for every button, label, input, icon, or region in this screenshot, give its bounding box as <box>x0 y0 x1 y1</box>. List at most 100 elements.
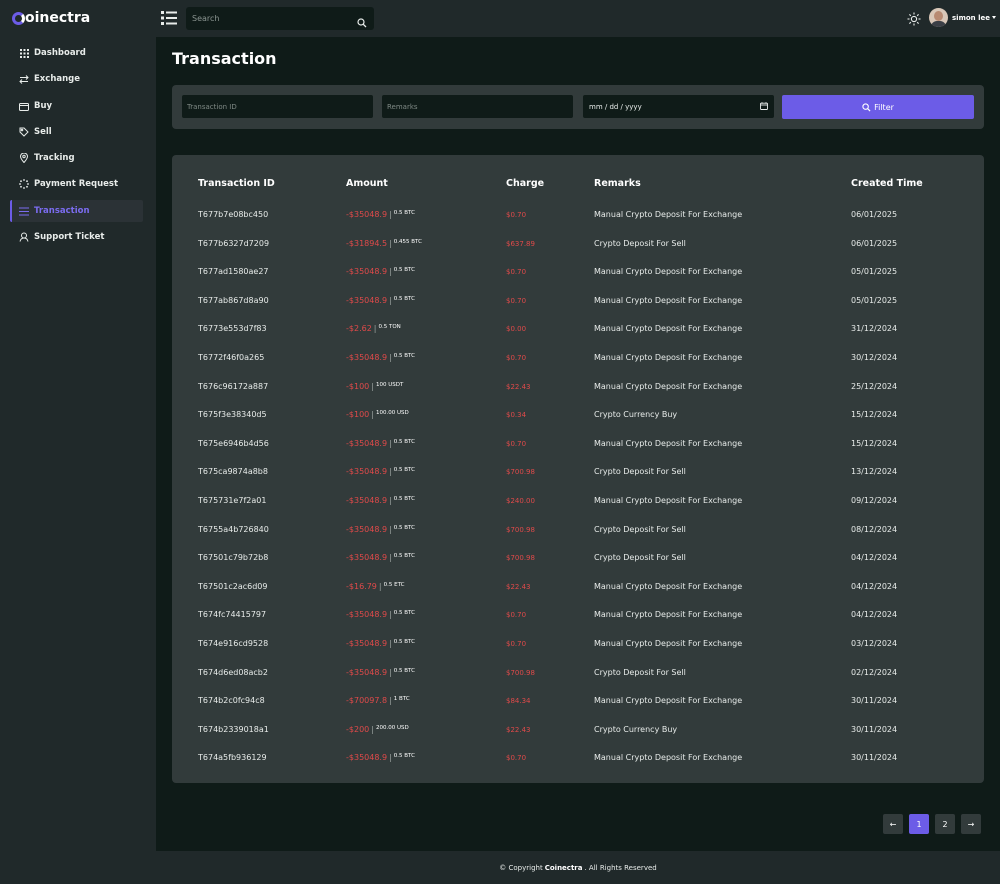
table-row: T677b7e08bc450 -$35048.9 | 0.5 BTC $0.70 Manu… <box>172 206 984 226</box>
amount-unit: 0.5 BTC <box>393 353 415 359</box>
sidebar-item-tracking[interactable]: Tracking <box>10 147 143 169</box>
sidebar-item-support-ticket[interactable]: Support Ticket <box>10 226 143 248</box>
amount-cell: -$100 | 100 USDT <box>346 382 403 391</box>
created-time-cell: 31/12/2024 <box>851 324 898 334</box>
created-time-cell: 30/11/2024 <box>851 696 898 706</box>
amount-unit: 0.5 BTC <box>393 553 415 560</box>
user-menu[interactable]: simon lee <box>929 8 996 27</box>
search-input[interactable] <box>186 7 351 30</box>
menu-toggle-icon[interactable] <box>161 11 177 25</box>
charge-cell: $22.43 <box>506 382 531 391</box>
pagination-page-2[interactable]: 2 <box>935 814 955 834</box>
amount-unit: 0.5 BTC <box>393 210 415 216</box>
charge-cell: $700.98 <box>506 468 535 477</box>
amount-value: -$35048.9 <box>346 467 388 477</box>
table-row: T67501c79b72b8 -$35048.9 | 0.5 BTC $700.98 Cr… <box>172 549 984 569</box>
amount-value: -$35048.9 <box>346 438 388 448</box>
brand-logo[interactable]: oinectra <box>12 10 90 26</box>
filter-button[interactable]: Filter <box>782 95 974 119</box>
exchange-icon <box>19 74 29 84</box>
charge-cell: $0.70 <box>506 611 527 620</box>
theme-toggle-sun-icon[interactable] <box>907 11 921 30</box>
search-icon[interactable] <box>357 13 367 32</box>
pagination-page-1[interactable]: 1 <box>909 814 929 834</box>
remarks-cell: Manual Crypto Deposit For Exchange <box>594 295 743 305</box>
sidebar-item-label: Payment Request <box>34 179 119 189</box>
sidebar-item-label: Dashboard <box>34 48 86 58</box>
column-header-charge: Charge <box>506 178 545 189</box>
amount-separator: | <box>389 696 392 706</box>
column-header-transaction-id: Transaction ID <box>198 178 275 189</box>
transaction-id-cell: T675f3e38340d5 <box>198 410 267 420</box>
created-time-cell: 05/01/2025 <box>851 267 898 277</box>
remarks-cell: Manual Crypto Deposit For Exchange <box>594 696 743 706</box>
transaction-id-cell: T674d6ed08acb2 <box>198 667 268 677</box>
sidebar: Dashboard Exchange Buy Sell Tracking Pay… <box>0 37 156 884</box>
charge-cell: $700.98 <box>506 525 535 534</box>
transaction-id-cell: T674b2339018a1 <box>198 724 269 734</box>
remarks-cell: Crypto Currency Buy <box>594 410 678 420</box>
logo-mark-icon <box>12 11 25 25</box>
amount-separator: | <box>389 524 392 534</box>
created-time-cell: 06/01/2025 <box>851 238 898 248</box>
amount-value: -$35048.9 <box>346 639 388 648</box>
date-field[interactable]: mm / dd / yyyy <box>583 95 774 118</box>
tag-icon <box>19 127 29 137</box>
sidebar-item-exchange[interactable]: Exchange <box>10 68 143 90</box>
sidebar-item-label: Support Ticket <box>34 232 105 242</box>
sidebar-item-label: Buy <box>34 101 53 111</box>
sidebar-item-transaction[interactable]: Transaction <box>10 200 143 222</box>
amount-cell: -$35048.9 | 0.5 BTC <box>346 553 415 562</box>
sidebar-item-dashboard[interactable]: Dashboard <box>10 42 143 64</box>
created-time-cell: 05/01/2025 <box>851 295 898 305</box>
amount-cell: -$35048.9 | 0.5 BTC <box>346 496 415 505</box>
list-icon <box>19 206 29 216</box>
remarks-cell: Crypto Deposit For Sell <box>594 553 686 563</box>
amount-unit: 0.455 BTC <box>393 238 422 245</box>
transaction-id-cell: T677ab867d8a90 <box>198 295 269 305</box>
amount-value: -$100 <box>346 381 370 391</box>
table-row: T677ad1580ae27 -$35048.9 | 0.5 BTC $0.70 Manu… <box>172 263 984 283</box>
charge-cell: $0.70 <box>506 296 527 305</box>
created-time-cell: 15/12/2024 <box>851 410 898 420</box>
pagination-next-button[interactable]: → <box>961 814 981 834</box>
created-time-cell: 09/12/2024 <box>851 496 898 505</box>
calendar-icon[interactable] <box>760 101 768 112</box>
transaction-id-cell: T6772f46f0a265 <box>198 353 265 362</box>
charge-cell: $22.43 <box>506 725 531 734</box>
transaction-id-field[interactable] <box>182 95 373 118</box>
location-pin-icon <box>19 153 29 163</box>
brand-name: oinectra <box>25 10 91 26</box>
remarks-field[interactable] <box>382 95 573 118</box>
amount-cell: -$35048.9 | 0.5 BTC <box>346 753 415 762</box>
amount-value: -$35048.9 <box>346 210 388 219</box>
transaction-id-cell: T674a5fb936129 <box>198 753 267 763</box>
sidebar-item-label: Exchange <box>34 74 81 84</box>
column-header-created-time: Created Time <box>851 178 923 189</box>
transaction-id-cell: T67501c2ac6d09 <box>198 581 268 591</box>
amount-value: -$35048.9 <box>346 610 388 620</box>
footer-suffix: . All Rights Reserved <box>584 863 657 872</box>
sidebar-item-payment-request[interactable]: Payment Request <box>10 173 143 195</box>
sidebar-item-buy[interactable]: Buy <box>10 95 143 117</box>
sidebar-item-sell[interactable]: Sell <box>10 121 143 143</box>
remarks-cell: Crypto Currency Buy <box>594 724 678 734</box>
amount-separator: | <box>389 210 392 219</box>
amount-unit: 0.5 BTC <box>393 496 415 502</box>
sidebar-item-label: Transaction <box>34 206 90 216</box>
amount-cell: -$35048.9 | 0.5 BTC <box>346 210 415 219</box>
transaction-id-cell: T674b2c0fc94c8 <box>198 696 265 706</box>
amount-value: -$35048.9 <box>346 267 388 277</box>
pagination-prev-button[interactable]: ← <box>883 814 903 834</box>
amount-cell: -$70097.8 | 1 BTC <box>346 696 410 705</box>
amount-cell: -$35048.9 | 0.5 BTC <box>346 668 415 677</box>
amount-value: -$16.79 <box>346 581 377 591</box>
amount-value: -$2.62 <box>346 324 372 334</box>
filter-button-label: Filter <box>874 102 894 112</box>
column-header-remarks: Remarks <box>594 178 641 189</box>
charge-cell: $0.70 <box>506 439 527 448</box>
charge-cell: $0.70 <box>506 354 527 362</box>
footer-brand: Coinectra <box>544 863 583 872</box>
amount-value: -$35048.9 <box>346 353 388 362</box>
charge-cell: $22.43 <box>506 582 531 591</box>
